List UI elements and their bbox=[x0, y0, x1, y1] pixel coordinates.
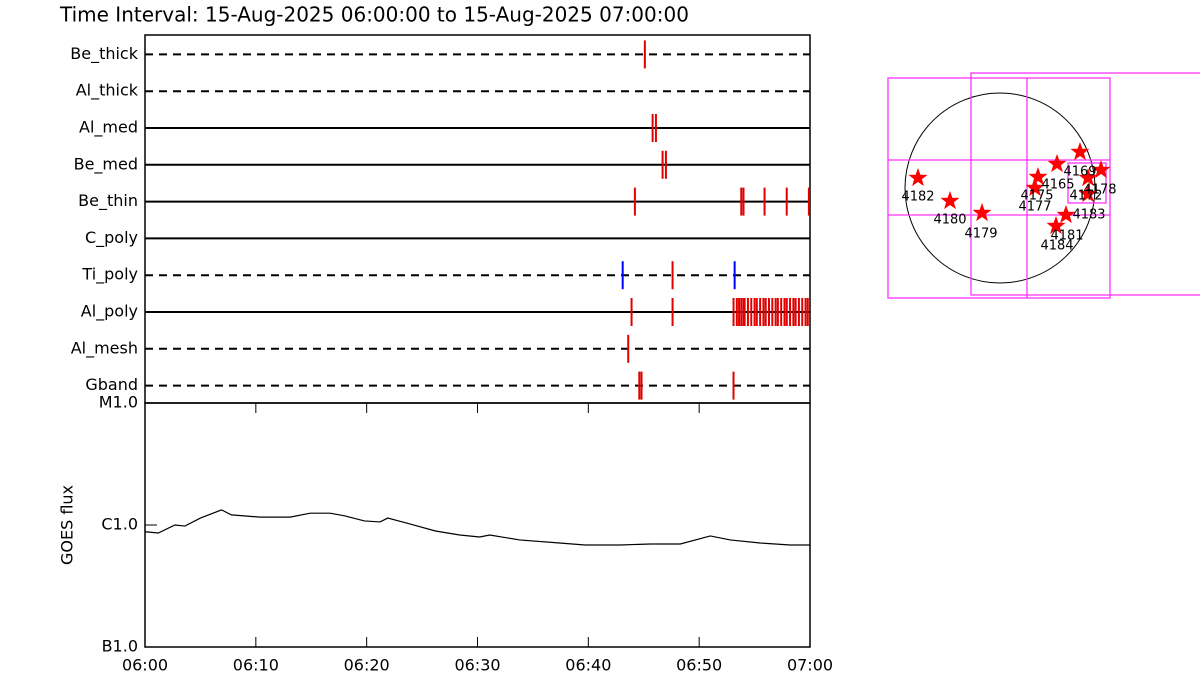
event-label: 4165 bbox=[1041, 178, 1074, 193]
row-label: Al_med bbox=[79, 118, 138, 138]
row-label: Be_thin bbox=[78, 191, 138, 211]
row-label: Al_mesh bbox=[71, 338, 138, 358]
event-label: 4178 bbox=[1083, 183, 1116, 198]
y-tick-label: M1.0 bbox=[99, 393, 138, 412]
event-label: 4172 bbox=[1069, 189, 1102, 204]
x-tick-label: 06:30 bbox=[454, 656, 500, 675]
row-label: Gband bbox=[85, 375, 138, 394]
goes-frame bbox=[144, 402, 811, 648]
sun-map: 4182 4180 4179 4175 4177 4165 4169 4178 … bbox=[887, 72, 1200, 299]
y-tick-label: C1.0 bbox=[101, 515, 138, 534]
event-star bbox=[940, 191, 960, 210]
x-tick-label: 07:00 bbox=[787, 656, 833, 675]
y-tick-label: B1.0 bbox=[102, 637, 138, 656]
x-tick-label: 06:00 bbox=[122, 656, 168, 675]
row-label: Ti_poly bbox=[81, 265, 138, 285]
x-tick-label: 06:10 bbox=[233, 656, 279, 675]
event-label: 4181 bbox=[1050, 229, 1083, 244]
row-label: Al_thick bbox=[76, 81, 139, 101]
event-label: 4169 bbox=[1063, 165, 1096, 180]
x-tick-label: 06:50 bbox=[676, 656, 722, 675]
row-label: C_poly bbox=[85, 228, 138, 248]
event-label: 4184 bbox=[1040, 239, 1073, 254]
event-label: 4177 bbox=[1018, 200, 1051, 215]
event-label: 4180 bbox=[933, 213, 966, 228]
event-label: 4182 bbox=[901, 190, 934, 205]
row-label: Be_med bbox=[74, 154, 138, 174]
event-label: 4175 bbox=[1020, 189, 1053, 204]
row-label: Al_poly bbox=[81, 302, 138, 322]
row-label: Be_thick bbox=[70, 44, 138, 64]
title: Time Interval: 15-Aug-2025 06:00:00 to 1… bbox=[59, 3, 689, 27]
event-star bbox=[972, 203, 992, 222]
goes-curve bbox=[144, 509, 810, 546]
fov-boxes bbox=[887, 72, 1200, 299]
event-label: 4179 bbox=[964, 227, 997, 242]
event-label: 4183 bbox=[1072, 208, 1105, 223]
x-tick-label: 06:20 bbox=[344, 656, 390, 675]
solar-disk bbox=[904, 92, 1096, 284]
event-star bbox=[1070, 142, 1090, 161]
event-star bbox=[908, 168, 928, 187]
x-tick-label: 06:40 bbox=[565, 656, 611, 675]
y-axis-label: GOES flux bbox=[58, 485, 77, 565]
